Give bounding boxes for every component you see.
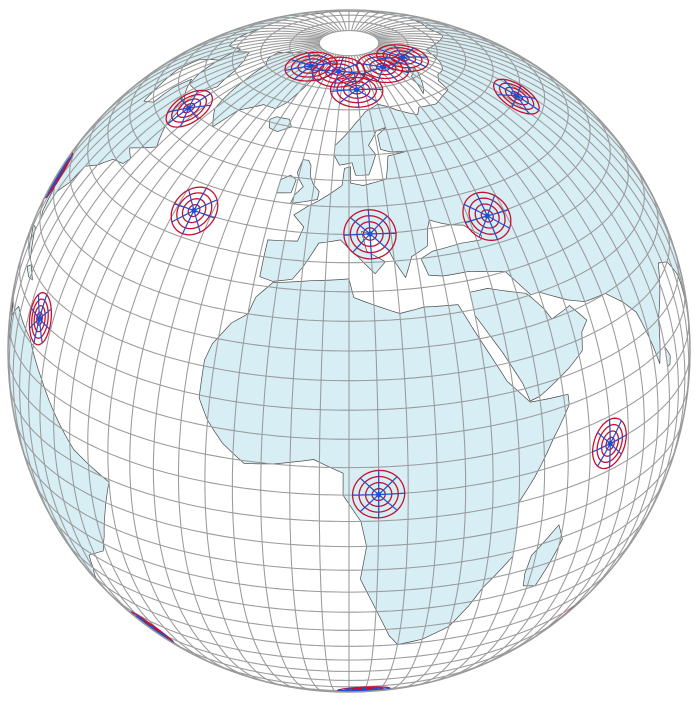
parallel-line xyxy=(53,163,645,322)
meridian-line xyxy=(363,53,521,683)
parallel-line xyxy=(12,287,686,440)
meridian-line xyxy=(378,40,663,218)
meridian-line xyxy=(369,25,481,37)
parallel-line xyxy=(231,10,467,111)
tissot-indicatrix xyxy=(376,44,429,73)
parallel-line xyxy=(204,10,494,133)
parallel-line xyxy=(47,510,651,613)
parallel-line xyxy=(19,253,679,411)
parallel-line xyxy=(87,108,611,264)
meridian-line xyxy=(358,54,467,689)
meridian-line xyxy=(69,49,325,642)
meridian-line xyxy=(367,22,463,34)
parallel-line xyxy=(129,63,569,208)
parallel-line xyxy=(167,639,531,681)
parallel-line xyxy=(8,319,690,469)
parallel-line xyxy=(64,539,634,631)
meridian-line xyxy=(63,39,321,165)
meridian-line xyxy=(378,44,686,481)
meridian-line xyxy=(87,50,327,656)
meridian-line xyxy=(231,54,340,689)
meridian-line xyxy=(177,53,335,683)
meridian-line xyxy=(318,55,347,692)
meridian-line xyxy=(373,30,526,60)
meridian-line xyxy=(147,33,324,77)
tissot-indicatrix xyxy=(170,186,219,236)
parallel-line xyxy=(22,450,676,571)
parallel-line xyxy=(203,659,495,688)
tissot-indicatrix xyxy=(591,417,627,470)
meridian-line xyxy=(8,43,320,418)
meridian-line xyxy=(353,55,409,692)
meridian-line xyxy=(373,49,629,642)
graticule xyxy=(8,10,690,692)
parallel-line xyxy=(32,479,666,593)
meridian-line xyxy=(12,44,320,481)
meridian-line xyxy=(358,13,401,32)
meridian-line xyxy=(172,30,325,60)
tissot-indicatrix xyxy=(165,89,213,128)
meridian-line xyxy=(152,52,333,679)
meridian-line xyxy=(8,42,320,352)
globe-outline xyxy=(7,9,691,693)
meridian-line xyxy=(361,54,494,686)
parallel-line xyxy=(39,192,659,352)
parallel-line xyxy=(8,350,690,496)
meridian-line xyxy=(375,47,659,604)
meridian-line xyxy=(376,46,670,573)
meridian-line xyxy=(374,48,645,624)
meridian-line xyxy=(28,46,322,573)
meridian-line xyxy=(356,55,438,691)
parallel-line xyxy=(9,385,689,523)
parallel-line xyxy=(110,594,588,661)
parallel-line xyxy=(69,134,629,293)
meridian-line xyxy=(351,55,380,692)
meridian-line xyxy=(378,43,690,418)
parallel-line xyxy=(152,43,546,182)
landmass-britain xyxy=(290,159,320,204)
tissot-indicatrix xyxy=(351,469,406,519)
meridian-line xyxy=(260,55,342,691)
parallel-line xyxy=(13,416,685,548)
meridian-line xyxy=(297,13,340,32)
meridian-line xyxy=(235,22,331,34)
meridian-line xyxy=(107,51,329,665)
parallel-line xyxy=(86,568,612,647)
meridian-line xyxy=(371,50,611,656)
tissot-indicatrix xyxy=(28,292,53,346)
tissot-indicatrices xyxy=(28,44,627,692)
tissot-indicatrix xyxy=(284,51,338,82)
meridian-line xyxy=(289,55,345,692)
meridian-line xyxy=(365,52,546,679)
tissot-indicatrix xyxy=(462,191,512,241)
meridian-line xyxy=(378,41,684,280)
meridian-line xyxy=(217,25,329,37)
tissot-indicatrix xyxy=(492,78,540,115)
parallel-line xyxy=(260,14,438,91)
parallel-line xyxy=(177,25,521,156)
meridian-line xyxy=(378,42,690,352)
meridian-line xyxy=(14,41,320,280)
meridian-line xyxy=(53,48,324,624)
meridian-line xyxy=(377,39,635,165)
meridian-line xyxy=(374,33,551,77)
parallel-line xyxy=(318,30,380,57)
parallel-line xyxy=(135,616,563,672)
meridian-line xyxy=(369,51,591,665)
meridian-line xyxy=(204,54,337,686)
tissot-indicatrix xyxy=(343,209,397,260)
meridian-line xyxy=(129,52,331,673)
parallel-line xyxy=(28,223,670,382)
meridian-line xyxy=(367,52,569,673)
